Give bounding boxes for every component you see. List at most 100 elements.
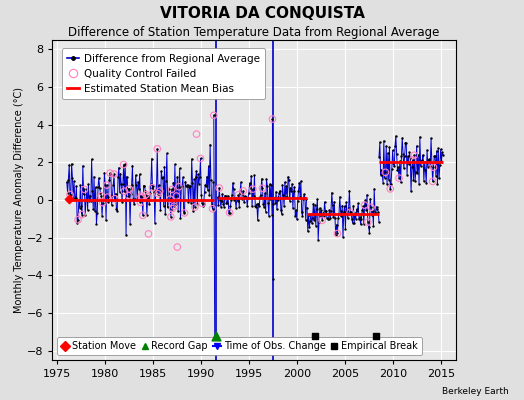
Point — [95, 175, 103, 181]
Point — [142, 191, 150, 198]
Point — [225, 210, 234, 216]
Point — [161, 211, 169, 218]
Point — [120, 188, 128, 194]
Point — [423, 147, 431, 154]
Point — [156, 207, 165, 214]
Point — [384, 150, 392, 156]
Point — [191, 204, 199, 210]
Point — [143, 211, 151, 218]
Point — [318, 217, 326, 224]
Point — [208, 202, 216, 208]
Point — [429, 178, 437, 185]
Point — [286, 198, 294, 204]
Point — [90, 174, 98, 180]
Point — [395, 175, 403, 181]
Point — [177, 184, 185, 191]
Point — [343, 208, 351, 214]
Point — [381, 169, 390, 176]
Point — [429, 178, 437, 185]
Point — [251, 203, 259, 210]
Point — [71, 195, 79, 202]
Point — [344, 215, 352, 222]
Point — [117, 181, 125, 188]
Point — [85, 198, 93, 204]
Point — [248, 203, 256, 209]
Point — [132, 172, 140, 178]
Point — [205, 192, 213, 198]
Point — [386, 186, 395, 192]
Point — [416, 134, 424, 140]
Point — [274, 194, 282, 200]
Point — [174, 184, 183, 190]
Point — [68, 174, 77, 181]
Point — [63, 190, 72, 196]
Point — [182, 182, 190, 189]
Point — [180, 210, 189, 216]
Point — [268, 116, 277, 122]
Point — [180, 208, 188, 215]
Point — [290, 184, 299, 190]
Point — [82, 197, 90, 203]
Point — [100, 170, 108, 176]
Point — [263, 176, 271, 182]
Point — [173, 174, 181, 180]
Point — [119, 161, 128, 168]
Point — [309, 215, 317, 221]
Point — [64, 196, 73, 202]
Point — [185, 184, 193, 190]
Point — [429, 164, 438, 170]
Point — [91, 184, 100, 190]
Point — [112, 190, 120, 197]
Point — [281, 194, 290, 200]
Point — [245, 180, 254, 186]
Point — [137, 193, 146, 199]
Point — [86, 198, 95, 204]
Point — [130, 196, 139, 202]
Point — [69, 195, 78, 202]
Point — [271, 200, 279, 206]
Point — [328, 190, 336, 196]
Point — [237, 196, 246, 202]
Legend: Difference from Regional Average, Quality Control Failed, Estimated Station Mean: Difference from Regional Average, Qualit… — [62, 48, 265, 99]
Point — [97, 192, 105, 199]
Point — [268, 116, 277, 122]
Point — [267, 182, 276, 188]
Point — [157, 168, 166, 174]
Point — [230, 196, 238, 203]
Point — [103, 182, 111, 188]
Point — [428, 160, 436, 166]
Point — [420, 159, 429, 166]
Point — [127, 191, 135, 198]
Point — [433, 181, 442, 187]
Point — [380, 174, 389, 181]
Point — [309, 200, 318, 207]
Point — [362, 207, 370, 213]
Y-axis label: Monthly Temperature Anomaly Difference (°C): Monthly Temperature Anomaly Difference (… — [14, 87, 24, 313]
Point — [383, 181, 391, 187]
Point — [249, 186, 257, 192]
Point — [375, 219, 383, 226]
Point — [149, 183, 157, 190]
Point — [393, 167, 401, 173]
Point — [301, 216, 310, 223]
Point — [125, 186, 134, 192]
Point — [347, 208, 355, 215]
Point — [275, 190, 283, 196]
Point — [136, 199, 145, 206]
Point — [412, 169, 420, 175]
Point — [269, 276, 278, 282]
Point — [81, 212, 90, 218]
Point — [83, 186, 91, 192]
Point — [210, 112, 218, 118]
Point — [307, 210, 315, 217]
Point — [197, 192, 205, 198]
Point — [154, 191, 162, 197]
Point — [282, 183, 291, 189]
Point — [407, 188, 415, 194]
Point — [340, 208, 348, 215]
Point — [169, 179, 178, 186]
Point — [106, 170, 114, 176]
Point — [151, 188, 160, 194]
Point — [399, 150, 407, 157]
Point — [317, 207, 325, 214]
